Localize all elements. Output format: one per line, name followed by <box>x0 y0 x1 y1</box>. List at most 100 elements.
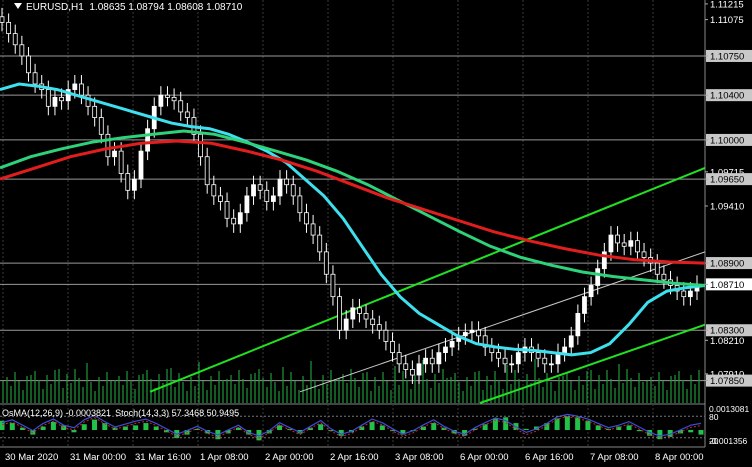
candle-body <box>595 268 601 286</box>
candle-body <box>178 100 184 113</box>
oscillator-scale-label: 0.0013081 <box>709 404 749 414</box>
candle-body <box>423 357 429 365</box>
osma-bar <box>92 419 98 430</box>
candle-body <box>608 234 614 253</box>
chart-header: EURUSD,H1 1.08635 1.08794 1.08608 1.0871… <box>14 2 242 13</box>
price-tag-bg <box>706 257 752 270</box>
candle-body <box>198 133 203 158</box>
moving-average-0 <box>0 82 706 357</box>
osma-bar <box>503 417 509 430</box>
candle-body <box>621 242 627 247</box>
candle-body <box>257 184 263 191</box>
dropdown-arrow-icon[interactable] <box>14 3 22 9</box>
candle-body <box>582 296 587 314</box>
x-tick-label: 1 Apr 08:00 <box>200 452 249 463</box>
osma-bar <box>667 430 673 437</box>
candle-body <box>383 329 389 342</box>
osma-bar <box>698 430 704 435</box>
x-tick-label: 6 Apr 16:00 <box>525 452 574 463</box>
candle-body <box>343 318 349 331</box>
candle-body <box>376 324 382 331</box>
y-tick-label: 1.10000 <box>710 135 744 146</box>
oscillator-scale-label: 80 <box>709 412 719 422</box>
y-tick-label: 1.10400 <box>710 91 744 102</box>
osma-bar <box>277 425 283 430</box>
candle-body <box>297 195 303 214</box>
osma-bar <box>595 425 601 430</box>
candle-body <box>370 318 376 326</box>
x-tick-label: 2 Apr 16:00 <box>330 452 379 463</box>
y-tick-label: 1.10750 <box>710 51 744 62</box>
osma-bar <box>431 423 437 430</box>
candle-body <box>502 357 508 365</box>
osma-bar <box>153 426 159 430</box>
osma-bar <box>338 430 344 436</box>
candle-body <box>79 83 84 96</box>
candle-body <box>542 357 548 365</box>
price-tag-bg <box>706 173 752 186</box>
moving-average-1 <box>0 129 706 287</box>
candle-body <box>330 273 336 298</box>
candle-body <box>496 352 501 359</box>
osma-bar <box>575 417 581 430</box>
candle-body <box>284 178 290 186</box>
candle-body <box>45 89 51 107</box>
oscillator-scale-label: 20 <box>709 436 719 446</box>
osma-bar <box>544 423 550 430</box>
candle-body <box>65 89 71 102</box>
candle-body <box>654 262 660 275</box>
y-tick-label: 1.08210 <box>710 336 744 347</box>
y-tick-label: 1.08300 <box>710 326 744 337</box>
osma-bar <box>626 425 632 430</box>
candle-body <box>568 335 574 348</box>
candle-body <box>145 128 151 152</box>
candle-body <box>436 352 442 365</box>
osma-bar <box>636 430 642 432</box>
x-tick-label: 6 Apr 00:00 <box>460 452 509 463</box>
candle-body <box>641 251 647 258</box>
candle-body <box>509 363 515 366</box>
candle-body <box>687 290 693 298</box>
candle-body <box>72 83 78 90</box>
candle-body <box>138 150 144 180</box>
price-tag-bg <box>706 133 752 146</box>
osma-bar <box>122 426 128 430</box>
candle-body <box>635 240 640 253</box>
osma-bar <box>235 427 241 430</box>
osma-bar <box>564 416 570 430</box>
osma-label: OsMA(12,26,9) -0.0003821 <box>2 408 112 418</box>
candle-body <box>12 33 18 46</box>
osma-bar <box>400 430 406 435</box>
x-tick-label: 2 Apr 00:00 <box>265 452 314 463</box>
y-tick-label: 1.08900 <box>710 259 744 270</box>
candle-body <box>118 150 124 174</box>
x-tick-label: 31 Mar 00:00 <box>70 452 126 463</box>
stoch-main-line <box>1 413 702 437</box>
symbol-label: EURUSD,H1 <box>26 2 84 13</box>
candle-body <box>211 184 217 197</box>
osma-bar <box>0 420 5 430</box>
osma-bar <box>163 430 169 433</box>
candle-body <box>449 341 455 348</box>
x-tick-label: 7 Apr 08:00 <box>590 452 639 463</box>
candle-body <box>548 363 554 366</box>
candle-body <box>6 21 12 34</box>
candle-body <box>125 173 131 191</box>
osma-bar <box>194 428 200 430</box>
candle-body <box>304 212 309 225</box>
candle-body <box>244 195 250 214</box>
osma-bar <box>133 425 139 430</box>
channel-line <box>299 251 706 393</box>
candle-body <box>290 184 296 197</box>
candle-body <box>184 111 190 118</box>
candle-body <box>601 251 607 270</box>
x-tick-label: 8 Apr 00:00 <box>655 452 704 463</box>
y-tick-label: 1.07850 <box>710 376 744 387</box>
candle-body <box>615 234 620 244</box>
osma-bar <box>256 430 262 441</box>
osma-bar <box>472 428 478 430</box>
candle-body <box>131 178 137 191</box>
candle-body <box>32 72 38 85</box>
candle-body <box>158 94 164 107</box>
osma-bar <box>40 426 46 430</box>
